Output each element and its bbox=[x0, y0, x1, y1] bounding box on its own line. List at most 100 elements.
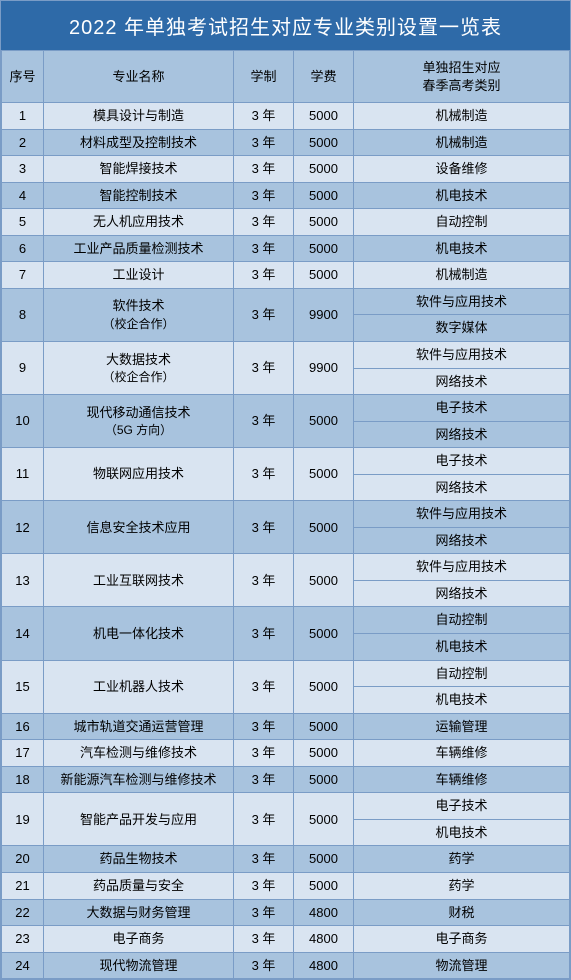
table-row: 21药品质量与安全3 年5000药学 bbox=[2, 872, 570, 899]
cell-idx: 4 bbox=[2, 182, 44, 209]
table-row: 14机电一体化技术3 年5000自动控制 bbox=[2, 607, 570, 634]
cell-fee: 4800 bbox=[294, 952, 354, 979]
cell-name: 模具设计与制造 bbox=[44, 103, 234, 130]
cell-name: 大数据技术（校企合作） bbox=[44, 342, 234, 395]
cell-name: 信息安全技术应用 bbox=[44, 501, 234, 554]
cell-category: 药学 bbox=[354, 846, 570, 873]
cell-category: 软件与应用技术 bbox=[354, 342, 570, 369]
table-row: 1模具设计与制造3 年5000机械制造 bbox=[2, 103, 570, 130]
cell-category: 运输管理 bbox=[354, 713, 570, 740]
cell-name: 药品质量与安全 bbox=[44, 872, 234, 899]
cell-idx: 6 bbox=[2, 235, 44, 262]
table-row: 3智能焊接技术3 年5000设备维修 bbox=[2, 156, 570, 183]
cell-name: 材料成型及控制技术 bbox=[44, 129, 234, 156]
table-row: 23电子商务3 年4800电子商务 bbox=[2, 926, 570, 953]
table-row: 12信息安全技术应用3 年5000软件与应用技术 bbox=[2, 501, 570, 528]
cell-category: 自动控制 bbox=[354, 607, 570, 634]
table-row: 13工业互联网技术3 年5000软件与应用技术 bbox=[2, 554, 570, 581]
table-row: 22大数据与财务管理3 年4800财税 bbox=[2, 899, 570, 926]
cell-idx: 16 bbox=[2, 713, 44, 740]
cell-duration: 3 年 bbox=[234, 262, 294, 289]
cell-duration: 3 年 bbox=[234, 713, 294, 740]
cell-category: 机电技术 bbox=[354, 687, 570, 714]
cell-fee: 5000 bbox=[294, 740, 354, 767]
cell-duration: 3 年 bbox=[234, 766, 294, 793]
cell-fee: 4800 bbox=[294, 899, 354, 926]
cell-fee: 5000 bbox=[294, 129, 354, 156]
table-row: 2材料成型及控制技术3 年5000机械制造 bbox=[2, 129, 570, 156]
cell-fee: 5000 bbox=[294, 395, 354, 448]
cell-duration: 3 年 bbox=[234, 103, 294, 130]
table-row: 4智能控制技术3 年5000机电技术 bbox=[2, 182, 570, 209]
cell-duration: 3 年 bbox=[234, 846, 294, 873]
cell-name: 智能产品开发与应用 bbox=[44, 793, 234, 846]
cell-category: 网络技术 bbox=[354, 580, 570, 607]
cell-category: 机械制造 bbox=[354, 262, 570, 289]
table-row: 10现代移动通信技术（5G 方向）3 年5000电子技术 bbox=[2, 395, 570, 422]
cell-fee: 5000 bbox=[294, 793, 354, 846]
cell-fee: 9900 bbox=[294, 288, 354, 341]
table-row: 7工业设计3 年5000机械制造 bbox=[2, 262, 570, 289]
cell-idx: 12 bbox=[2, 501, 44, 554]
cell-duration: 3 年 bbox=[234, 872, 294, 899]
table-row: 18新能源汽车检测与维修技术3 年5000车辆维修 bbox=[2, 766, 570, 793]
cell-category: 车辆维修 bbox=[354, 740, 570, 767]
cell-idx: 18 bbox=[2, 766, 44, 793]
cell-category: 电子技术 bbox=[354, 793, 570, 820]
cell-category: 设备维修 bbox=[354, 156, 570, 183]
cell-duration: 3 年 bbox=[234, 156, 294, 183]
cell-fee: 5000 bbox=[294, 262, 354, 289]
cell-category: 网络技术 bbox=[354, 474, 570, 501]
cell-fee: 9900 bbox=[294, 342, 354, 395]
cell-name: 药品生物技术 bbox=[44, 846, 234, 873]
cell-idx: 21 bbox=[2, 872, 44, 899]
cell-category: 财税 bbox=[354, 899, 570, 926]
table-row: 24现代物流管理3 年4800物流管理 bbox=[2, 952, 570, 979]
table-row: 9大数据技术（校企合作）3 年9900软件与应用技术 bbox=[2, 342, 570, 369]
cell-name: 新能源汽车检测与维修技术 bbox=[44, 766, 234, 793]
cell-duration: 3 年 bbox=[234, 129, 294, 156]
cell-fee: 5000 bbox=[294, 235, 354, 262]
table-row: 5无人机应用技术3 年5000自动控制 bbox=[2, 209, 570, 236]
cell-duration: 3 年 bbox=[234, 793, 294, 846]
cell-fee: 5000 bbox=[294, 103, 354, 130]
header-row: 序号专业名称学制学费单独招生对应春季高考类别 bbox=[2, 51, 570, 103]
cell-idx: 3 bbox=[2, 156, 44, 183]
cell-category: 自动控制 bbox=[354, 209, 570, 236]
cell-duration: 3 年 bbox=[234, 660, 294, 713]
cell-fee: 5000 bbox=[294, 182, 354, 209]
cell-name: 软件技术（校企合作） bbox=[44, 288, 234, 341]
cell-idx: 23 bbox=[2, 926, 44, 953]
table-row: 11物联网应用技术3 年5000电子技术 bbox=[2, 448, 570, 475]
cell-idx: 1 bbox=[2, 103, 44, 130]
cell-name-sub: （5G 方向） bbox=[105, 423, 172, 437]
cell-category: 网络技术 bbox=[354, 421, 570, 448]
cell-duration: 3 年 bbox=[234, 952, 294, 979]
table-row: 19智能产品开发与应用3 年5000电子技术 bbox=[2, 793, 570, 820]
cell-category: 软件与应用技术 bbox=[354, 501, 570, 528]
cell-duration: 3 年 bbox=[234, 740, 294, 767]
cell-name: 工业产品质量检测技术 bbox=[44, 235, 234, 262]
cell-idx: 19 bbox=[2, 793, 44, 846]
cell-category: 机电技术 bbox=[354, 819, 570, 846]
cell-idx: 10 bbox=[2, 395, 44, 448]
cell-idx: 22 bbox=[2, 899, 44, 926]
cell-category: 数字媒体 bbox=[354, 315, 570, 342]
table-row: 15工业机器人技术3 年5000自动控制 bbox=[2, 660, 570, 687]
cell-category: 电子技术 bbox=[354, 395, 570, 422]
cell-duration: 3 年 bbox=[234, 554, 294, 607]
table-row: 20药品生物技术3 年5000药学 bbox=[2, 846, 570, 873]
cell-fee: 5000 bbox=[294, 607, 354, 660]
cell-duration: 3 年 bbox=[234, 288, 294, 341]
cell-idx: 14 bbox=[2, 607, 44, 660]
cell-name: 现代物流管理 bbox=[44, 952, 234, 979]
cell-category: 物流管理 bbox=[354, 952, 570, 979]
cell-duration: 3 年 bbox=[234, 182, 294, 209]
col-header-cat: 单独招生对应春季高考类别 bbox=[354, 51, 570, 103]
cell-name: 城市轨道交通运营管理 bbox=[44, 713, 234, 740]
cell-name: 机电一体化技术 bbox=[44, 607, 234, 660]
cell-duration: 3 年 bbox=[234, 395, 294, 448]
cell-fee: 5000 bbox=[294, 156, 354, 183]
cell-fee: 4800 bbox=[294, 926, 354, 953]
cell-name-sub: （校企合作） bbox=[102, 317, 174, 331]
